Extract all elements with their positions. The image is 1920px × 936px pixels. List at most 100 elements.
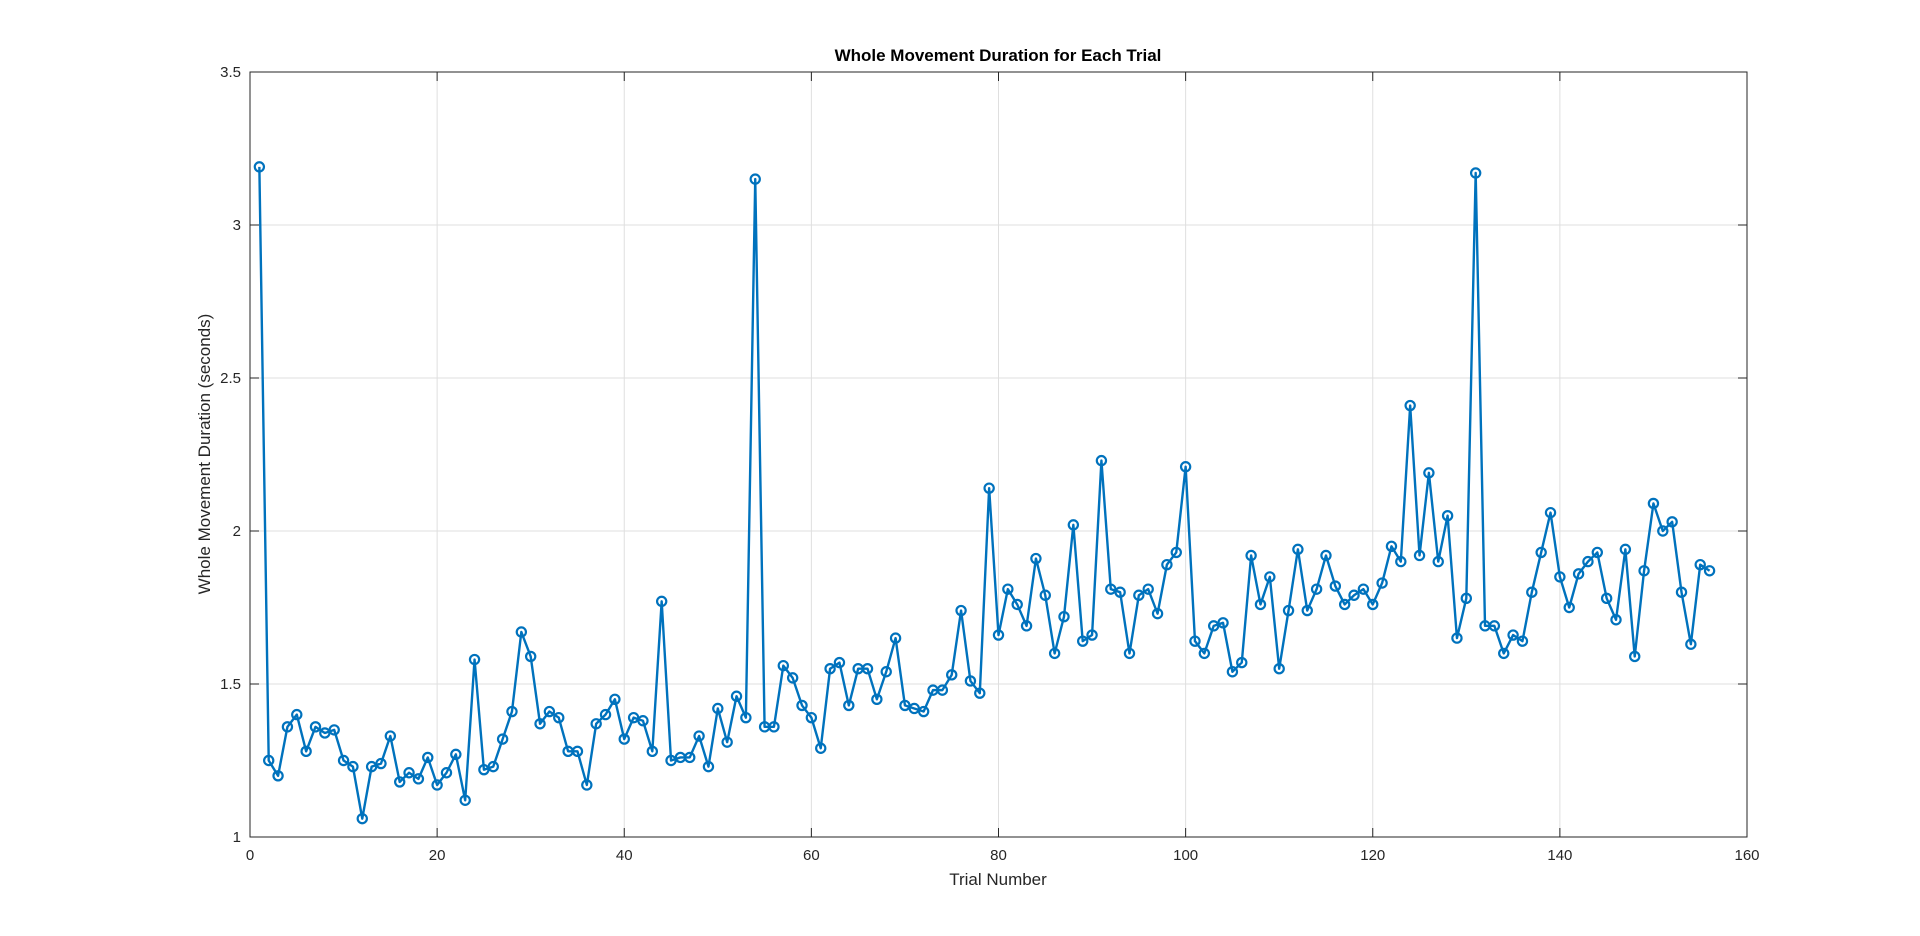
- data-point: [1516, 635, 1529, 647]
- data-point: [1423, 467, 1435, 479]
- data-point: [1002, 583, 1014, 595]
- data-point: [1048, 647, 1061, 660]
- data-point: [1629, 650, 1641, 663]
- data-point: [955, 604, 967, 617]
- data-point: [1666, 516, 1678, 528]
- data-point: [1582, 555, 1594, 568]
- data-point: [1245, 549, 1257, 562]
- x-tick-labels: 0 20 40 60 80 100 120 140 160: [246, 847, 1760, 864]
- data-point: [1198, 647, 1211, 660]
- data-point: [805, 711, 818, 724]
- data-point: [618, 733, 630, 745]
- data-point: [347, 760, 359, 773]
- data-point: [1451, 632, 1463, 644]
- data-point: [1357, 583, 1370, 595]
- data-point: [1039, 589, 1051, 601]
- x-axis-label: Trial Number: [949, 870, 1047, 889]
- y-tick-label: 3: [233, 217, 241, 234]
- data-point: [1395, 555, 1407, 568]
- data-point: [506, 705, 518, 718]
- data-point: [786, 672, 799, 684]
- data-point: [768, 721, 780, 733]
- data-point: [1320, 549, 1332, 562]
- data-point: [1170, 546, 1182, 559]
- data-point: [309, 721, 322, 733]
- data-point: [459, 794, 471, 806]
- data-point: [861, 663, 874, 675]
- data-point: [553, 711, 565, 724]
- y-tick-label: 1: [233, 829, 241, 846]
- data-point: [1544, 506, 1557, 519]
- y-tick-label: 2.5: [220, 370, 241, 387]
- data-point: [412, 773, 425, 785]
- data-point: [684, 751, 696, 764]
- data-point: [1264, 571, 1276, 583]
- data-point: [730, 690, 743, 702]
- data-point: [253, 161, 266, 173]
- chart-title: Whole Movement Duration for Each Trial: [835, 46, 1162, 65]
- data-point: [833, 656, 846, 669]
- data-point: [1348, 589, 1360, 601]
- x-tick-label: 0: [246, 847, 254, 864]
- data-point: [1282, 604, 1295, 617]
- data-point: [1563, 601, 1575, 614]
- data-point: [1329, 580, 1342, 592]
- data-point: [1151, 607, 1164, 620]
- data-point: [1507, 629, 1519, 641]
- data-point: [1591, 546, 1604, 559]
- data-point: [749, 173, 761, 185]
- x-tick-label: 80: [990, 847, 1007, 864]
- data-point: [609, 693, 621, 706]
- data-point: [328, 724, 340, 736]
- x-tick-label: 60: [803, 847, 820, 864]
- data-point: [590, 718, 602, 730]
- data-point: [1310, 583, 1323, 595]
- data-point: [796, 699, 808, 712]
- data-point: [983, 482, 995, 494]
- data-point: [1432, 555, 1444, 568]
- data-point: [403, 767, 415, 779]
- data-point: [740, 711, 752, 724]
- data-point: [1535, 546, 1547, 559]
- data-point: [534, 718, 546, 730]
- data-point: [693, 730, 705, 742]
- data-point: [1441, 510, 1454, 522]
- y-tick-labels: 1 1.5 2 2.5 3 3.5: [220, 64, 241, 846]
- data-point: [871, 693, 883, 706]
- data-point: [1619, 543, 1632, 556]
- data-point: [1498, 647, 1510, 660]
- data-point: [1413, 549, 1426, 562]
- data-point: [1273, 663, 1285, 675]
- data-point: [440, 767, 453, 779]
- data-point: [1526, 586, 1538, 598]
- data-point: [496, 733, 509, 745]
- data-point: [1385, 540, 1398, 553]
- data-point: [702, 760, 715, 773]
- data-point: [1217, 617, 1229, 629]
- data-point: [974, 687, 986, 699]
- x-tick-label: 100: [1173, 847, 1198, 864]
- data-point: [815, 742, 827, 754]
- data-point: [1142, 583, 1154, 595]
- x-tick-label: 140: [1547, 847, 1572, 864]
- data-point: [571, 745, 584, 758]
- y-axis-label: Whole Movement Duration (seconds): [195, 314, 214, 595]
- data-point: [487, 760, 499, 773]
- grid-lines: [250, 72, 1747, 837]
- data-point: [1404, 399, 1416, 412]
- data-point: [1610, 614, 1622, 626]
- data-point: [1067, 519, 1080, 531]
- data-point: [1694, 558, 1706, 571]
- data-point: [1292, 543, 1304, 556]
- data-point: [1554, 571, 1566, 583]
- data-point: [1236, 656, 1248, 669]
- data-point: [1058, 610, 1070, 623]
- data-point: [646, 745, 659, 758]
- data-point: [1685, 638, 1697, 650]
- data-point: [384, 730, 397, 742]
- data-point: [655, 595, 668, 608]
- data-point: [1189, 635, 1201, 647]
- x-tick-label: 40: [616, 847, 633, 864]
- data-point: [394, 776, 406, 788]
